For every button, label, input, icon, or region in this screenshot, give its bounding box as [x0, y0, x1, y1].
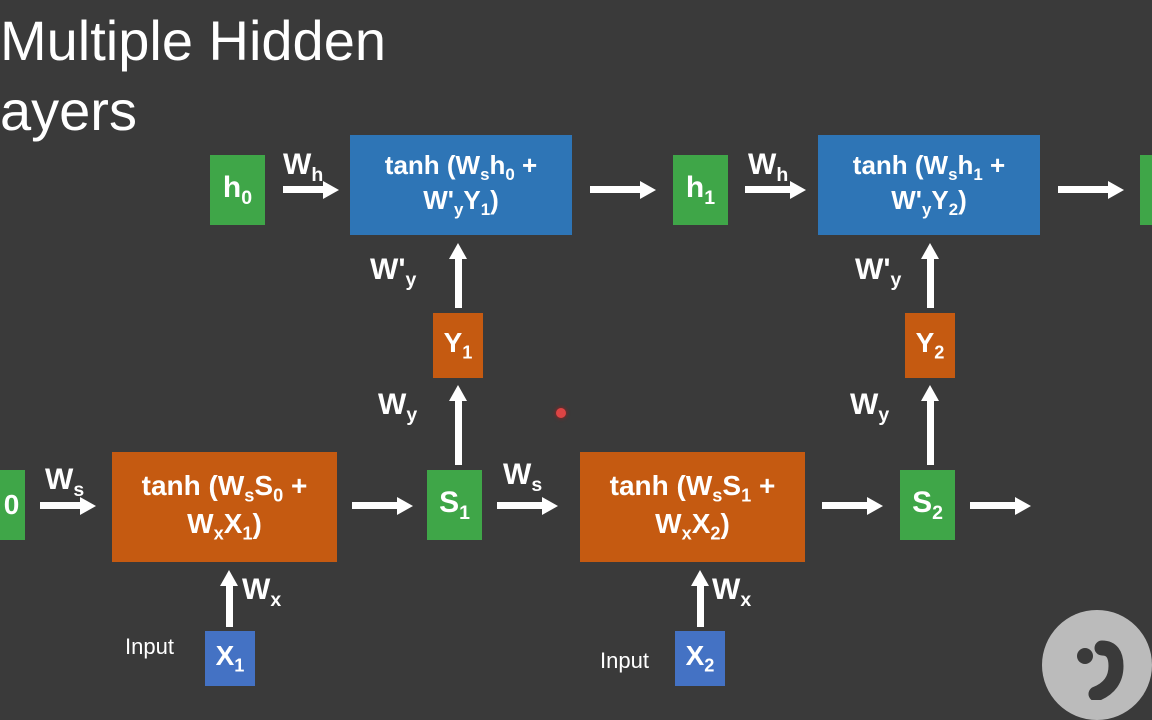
- title-line1: Multiple Hidden: [0, 10, 386, 72]
- arrow-head: [921, 243, 939, 259]
- weight-ws2: Ws: [503, 458, 542, 497]
- y1-label: Y1: [444, 327, 473, 364]
- y2-label: Y2: [916, 327, 945, 364]
- arrow-head: [323, 181, 339, 199]
- input-label-1: Input: [125, 634, 174, 660]
- weight-wh: Wh: [283, 148, 323, 187]
- weight-ws1: Ws: [45, 463, 84, 502]
- node-tanh-h1: tanh (Wsh0 + W'yY1): [350, 135, 572, 235]
- node-tanh-s1: tanh (WsS0 + WxX1): [112, 452, 337, 562]
- arrow: [927, 258, 934, 308]
- weight-wx1: Wx: [242, 573, 281, 612]
- arrow-head: [397, 497, 413, 515]
- arrow: [590, 186, 640, 193]
- weight-wy1: Wy: [378, 388, 417, 427]
- h1-label: h1: [686, 171, 715, 210]
- arrow: [455, 258, 462, 308]
- arrow: [40, 502, 80, 509]
- x2-label: X2: [686, 640, 715, 677]
- weight-wx2: Wx: [712, 573, 751, 612]
- arrow-head: [691, 570, 709, 586]
- arrow: [1058, 186, 1108, 193]
- weight-wy2: Wy: [850, 388, 889, 427]
- node-s1: S1: [427, 470, 482, 540]
- node-tanh-s2: tanh (WsS1 + WxX2): [580, 452, 805, 562]
- tanh-s1-text: tanh (WsS0 + WxX1): [142, 469, 308, 546]
- tanh-s2-text: tanh (WsS1 + WxX2): [610, 469, 776, 546]
- node-y2: Y2: [905, 313, 955, 378]
- arrow-head: [449, 385, 467, 401]
- arrow: [927, 400, 934, 465]
- arrow-head: [867, 497, 883, 515]
- arrow-head: [640, 181, 656, 199]
- x1-label: X1: [216, 640, 245, 677]
- node-h0: h0: [210, 155, 265, 225]
- s0-label: 0: [4, 489, 20, 521]
- title-line2: ayers: [0, 80, 137, 142]
- node-x2: X2: [675, 631, 725, 686]
- arrow-head: [220, 570, 238, 586]
- arrow-head: [449, 243, 467, 259]
- arrow-head: [542, 497, 558, 515]
- arrow-head: [790, 181, 806, 199]
- s1-label: S1: [439, 486, 470, 525]
- weight-wh2: Wh: [748, 148, 788, 187]
- node-x1: X1: [205, 631, 255, 686]
- arrow: [970, 502, 1015, 509]
- node-s0: 0: [0, 470, 25, 540]
- arrow: [283, 186, 323, 193]
- node-h2-edge: [1140, 155, 1152, 225]
- arrow-head: [921, 385, 939, 401]
- input-label-2: Input: [600, 648, 649, 674]
- arrow-head: [1015, 497, 1031, 515]
- node-tanh-h2: tanh (Wsh1 + W'yY2): [818, 135, 1040, 235]
- h0-label: h0: [223, 171, 252, 210]
- node-h1: h1: [673, 155, 728, 225]
- laser-pointer: [556, 408, 566, 418]
- arrow: [697, 585, 704, 627]
- arrow-head: [1108, 181, 1124, 199]
- tanh-h2-text: tanh (Wsh1 + W'yY2): [853, 150, 1005, 221]
- arrow: [226, 585, 233, 627]
- arrow: [745, 186, 790, 193]
- node-s2: S2: [900, 470, 955, 540]
- weight-wpy1: W'y: [370, 253, 416, 292]
- arrow: [352, 502, 397, 509]
- arrow: [822, 502, 867, 509]
- node-y1: Y1: [433, 313, 483, 378]
- s2-label: S2: [912, 486, 943, 525]
- logo-icon: [1042, 610, 1152, 720]
- arrow: [455, 400, 462, 465]
- tanh-h1-text: tanh (Wsh0 + W'yY1): [385, 150, 537, 221]
- weight-wpy2: W'y: [855, 253, 901, 292]
- arrow: [497, 502, 542, 509]
